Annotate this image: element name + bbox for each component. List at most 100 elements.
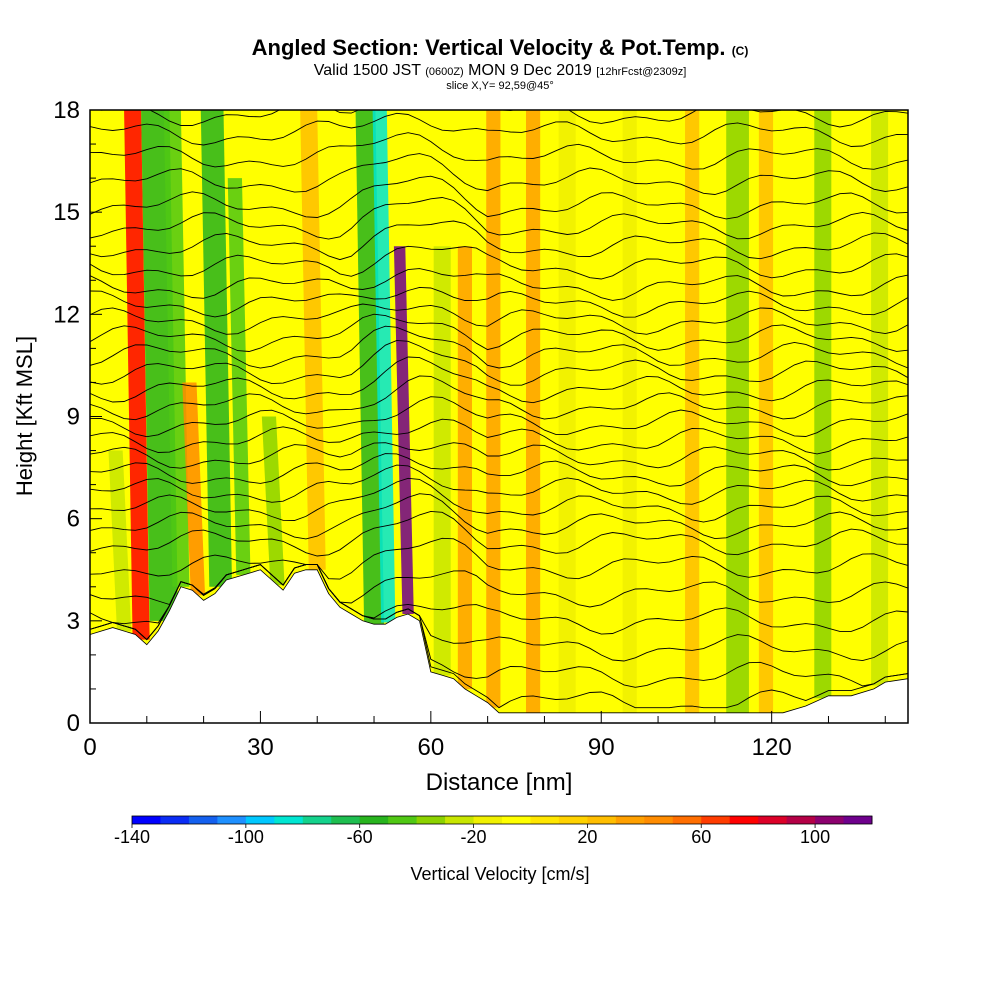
- theta-contour: [90, 375, 908, 421]
- colorbar-swatch: [815, 816, 845, 824]
- colorbar-tick-label: -60: [347, 827, 373, 847]
- theta-contours: [90, 110, 908, 709]
- x-tick-label: 30: [247, 734, 274, 761]
- velocity-band: [814, 110, 832, 699]
- colorbar-swatch: [786, 816, 816, 824]
- velocity-band: [685, 110, 700, 713]
- colorbar-swatch: [558, 816, 588, 824]
- theta-contour: [90, 132, 908, 170]
- theta-contour: [90, 442, 908, 471]
- velocity-band: [622, 110, 637, 713]
- theta-contour: [97, 110, 908, 128]
- theta-contour: [90, 268, 908, 301]
- colorbar-label: Vertical Velocity [cm/s]: [410, 864, 589, 884]
- velocity-band: [726, 110, 749, 713]
- colorbar-swatch: [274, 816, 304, 824]
- theta-contour: [90, 510, 908, 557]
- y-axis-label: Height [Kft MSL]: [12, 336, 37, 496]
- colorbar-swatch: [388, 816, 418, 824]
- theta-contour: [90, 339, 908, 386]
- theta-contour: [90, 356, 908, 404]
- x-axis-label: Distance [nm]: [426, 769, 573, 796]
- velocity-band: [393, 246, 414, 615]
- theta-contour: [90, 153, 908, 195]
- x-axis: 0 30 60 90 120: [83, 711, 886, 761]
- theta-contour: [90, 175, 908, 220]
- velocity-band: [758, 110, 774, 713]
- velocity-band: [525, 110, 541, 713]
- colorbar-tick-label: 100: [800, 827, 830, 847]
- colorbar-swatch: [132, 816, 161, 824]
- colorbar-swatch: [701, 816, 731, 824]
- colorbar-swatch: [245, 816, 275, 824]
- colorbar-swatch: [217, 816, 247, 824]
- velocity-band: [108, 450, 132, 632]
- terrain: [90, 569, 908, 723]
- colorbar: -140 -100 -60 -20 20 60 100: [114, 815, 873, 847]
- y-tick-label: 15: [53, 199, 80, 226]
- colorbar-swatch: [302, 816, 332, 824]
- colorbar-swatch: [502, 816, 531, 824]
- colorbar-tick-label: -140: [114, 827, 150, 847]
- theta-contour: [90, 477, 908, 523]
- colorbar-swatch: [530, 816, 560, 824]
- chart-title: Angled Section: Vertical Velocity & Pot.…: [251, 35, 749, 60]
- plot-area: [90, 110, 908, 723]
- colorbar-frame: [131, 815, 873, 825]
- theta-contour: [90, 396, 908, 438]
- y-tick-label: 9: [67, 404, 80, 431]
- colorbar-tick-label: -20: [461, 827, 487, 847]
- colorbar-swatch: [331, 816, 361, 824]
- colorbar-swatch: [160, 816, 190, 824]
- colorbar-swatch: [729, 816, 759, 824]
- theta-contour: [90, 464, 908, 505]
- chart-subtitle: Valid 1500 JST (0600Z) MON 9 Dec 2019 [1…: [313, 62, 687, 79]
- theta-contour: [90, 303, 908, 335]
- theta-contour: [90, 325, 908, 369]
- y-tick-label: 12: [53, 301, 80, 328]
- velocity-band: [433, 246, 451, 676]
- y-tick-label: 6: [67, 506, 80, 533]
- velocity-band: [261, 416, 285, 586]
- y-tick-label: 0: [67, 710, 80, 737]
- colorbar-swatch: [758, 816, 788, 824]
- y-tick-label: 18: [53, 97, 80, 124]
- velocity-band: [200, 110, 233, 587]
- velocity-band: [300, 110, 326, 570]
- colorbar-tick-label: 20: [577, 827, 597, 847]
- x-tick-label: 60: [417, 734, 444, 761]
- colorbar-swatch: [445, 816, 475, 824]
- theta-contour: [90, 453, 908, 487]
- theta-contour: [90, 286, 908, 318]
- velocity-band: [227, 178, 251, 575]
- velocity-field: [108, 110, 889, 713]
- x-tick-label: 90: [588, 734, 615, 761]
- velocity-band: [124, 110, 150, 640]
- theta-contour: [90, 245, 908, 280]
- y-axis: 0 3 6 9 12 15 18: [53, 97, 102, 737]
- theta-contour: [90, 220, 908, 261]
- colorbar-swatch: [843, 816, 873, 824]
- colorbar-tick-label: 60: [691, 827, 711, 847]
- velocity-band: [457, 246, 473, 689]
- colorbar-swatch: [359, 816, 389, 824]
- colorbar-swatch: [672, 816, 702, 824]
- chart-title-block: Angled Section: Vertical Velocity & Pot.…: [0, 35, 1000, 93]
- colorbar-swatch: [644, 816, 674, 824]
- colorbar-swatch: [615, 816, 645, 824]
- theta-contour: [90, 313, 908, 352]
- x-tick-label: 0: [83, 734, 96, 761]
- velocity-band: [871, 110, 889, 686]
- colorbar-tick-label: -100: [228, 827, 264, 847]
- theta-contour: [90, 418, 908, 455]
- theta-contour: [90, 112, 908, 147]
- velocity-band: [486, 110, 501, 708]
- theta-contour: [90, 537, 908, 580]
- colorbar-swatch: [473, 816, 503, 824]
- colorbar-swatch: [188, 816, 218, 824]
- theta-contour: [90, 197, 908, 240]
- slice-label: slice X,Y= 92,59@45°: [446, 80, 554, 92]
- theta-contour: [90, 493, 908, 540]
- colorbar-swatch: [416, 816, 446, 824]
